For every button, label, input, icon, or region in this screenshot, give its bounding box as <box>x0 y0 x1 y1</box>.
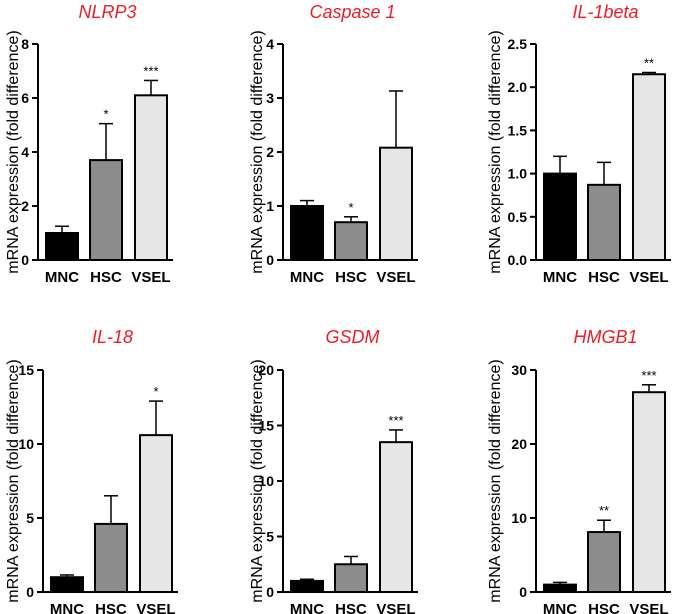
bar-hsc <box>587 531 621 593</box>
chart-nlrp3: NLRP3 mRNA expression (fold difference) 0 2… <box>5 2 173 286</box>
bar-vsel <box>632 391 666 594</box>
bar-vsel <box>139 434 173 593</box>
x-tick-label: HSC <box>588 269 620 286</box>
y-tick-label: 4 <box>21 144 29 160</box>
bar-vsel <box>379 441 413 593</box>
y-tick-label: 1 <box>266 198 274 214</box>
x-tick-label: HSC <box>95 601 127 614</box>
y-axis-label: mRNA expression (fold difference) <box>487 30 504 273</box>
y-tick-label: 0 <box>26 584 34 600</box>
x-tick-label: MNC <box>290 269 324 286</box>
significance-marker: *** <box>388 413 403 428</box>
chart-hmgb1: HMGB1 mRNA expression (fold difference) 0 1… <box>487 327 671 614</box>
bar-vsel <box>379 146 413 261</box>
bar-mnc <box>45 232 79 261</box>
bar-hsc <box>334 221 368 261</box>
y-tick-label: 20 <box>258 362 274 378</box>
bar-hsc <box>334 563 368 593</box>
x-tick-label: VSEL <box>136 601 175 614</box>
x-tick-label: HSC <box>90 269 122 286</box>
x-tick-label: MNC <box>543 601 577 614</box>
y-tick-label: 0 <box>266 584 274 600</box>
bar-mnc <box>543 583 577 593</box>
y-tick-label: 5 <box>26 510 34 526</box>
bar-vsel <box>632 73 666 261</box>
x-tick-label: VSEL <box>376 601 415 614</box>
chart-title: GSDM <box>326 327 380 347</box>
y-tick-label: 30 <box>511 362 527 378</box>
y-tick-label: 1.0 <box>508 166 528 182</box>
y-tick-label: 2.0 <box>508 79 528 95</box>
y-tick-label: 10 <box>511 510 527 526</box>
x-tick-label: MNC <box>50 601 84 614</box>
significance-marker: ** <box>599 503 609 518</box>
significance-marker: ** <box>644 56 654 71</box>
y-tick-label: 6 <box>21 90 29 106</box>
x-tick-label: VSEL <box>629 601 668 614</box>
y-tick-label: 10 <box>258 473 274 489</box>
chart-title: HMGB1 <box>573 327 637 347</box>
y-tick-label: 20 <box>511 436 527 452</box>
x-tick-label: MNC <box>45 269 79 286</box>
y-tick-label: 0.5 <box>508 209 528 225</box>
x-tick-label: VSEL <box>629 269 668 286</box>
y-tick-label: 0.0 <box>508 252 528 268</box>
bar-mnc <box>50 576 84 594</box>
y-tick-label: 15 <box>258 418 274 434</box>
bar-hsc <box>587 183 621 261</box>
x-tick-label: HSC <box>588 601 620 614</box>
y-tick-label: 10 <box>18 436 34 452</box>
chart-title: IL-18 <box>92 327 133 347</box>
x-tick-label: HSC <box>335 601 367 614</box>
y-tick-label: 1.5 <box>508 122 528 138</box>
y-axis-label: mRNA expression (fold difference) <box>249 30 266 273</box>
y-tick-label: 3 <box>266 90 274 106</box>
chart-title: Caspase 1 <box>309 2 395 22</box>
chart-il-18: IL-18 mRNA expression (fold difference) 0 5… <box>5 327 178 614</box>
significance-marker: * <box>153 384 158 399</box>
bar-mnc <box>543 172 577 262</box>
chart-caspase-1: Caspase 1 mRNA expression (fold differenc… <box>249 2 418 286</box>
chart-title: NLRP3 <box>78 2 136 22</box>
chart-gsdm: GSDM mRNA expression (fold difference) 0 5 1… <box>249 327 418 614</box>
x-tick-label: MNC <box>290 601 324 614</box>
y-tick-label: 4 <box>266 36 274 52</box>
x-tick-label: VSEL <box>376 269 415 286</box>
y-tick-label: 8 <box>21 36 29 52</box>
x-tick-label: VSEL <box>131 269 170 286</box>
y-tick-label: 0 <box>266 252 274 268</box>
y-tick-label: 5 <box>266 529 274 545</box>
y-tick-label: 15 <box>18 362 34 378</box>
significance-marker: * <box>348 200 353 215</box>
bar-hsc <box>89 159 123 262</box>
y-tick-label: 2 <box>266 144 274 160</box>
bar-mnc <box>290 579 324 594</box>
significance-marker: *** <box>641 368 656 383</box>
y-tick-label: 0 <box>21 252 29 268</box>
y-tick-label: 2 <box>21 198 29 214</box>
bar-mnc <box>290 205 324 261</box>
significance-marker: *** <box>143 63 158 78</box>
y-tick-label: 0 <box>519 584 527 600</box>
y-axis-label: mRNA expression (fold difference) <box>487 359 504 602</box>
y-tick-label: 2.5 <box>508 36 528 52</box>
significance-marker: * <box>103 107 108 122</box>
y-axis-label: mRNA expression (fold difference) <box>5 359 22 602</box>
y-axis-label: mRNA expression (fold difference) <box>249 359 266 602</box>
x-tick-label: HSC <box>335 269 367 286</box>
chart-title: IL-1beta <box>572 2 638 22</box>
bar-hsc <box>94 522 128 593</box>
bar-vsel <box>134 94 168 261</box>
y-axis-label: mRNA expression (fold difference) <box>5 30 22 273</box>
chart-il-1beta: IL-1beta mRNA expression (fold difference… <box>487 2 671 286</box>
x-tick-label: MNC <box>543 269 577 286</box>
